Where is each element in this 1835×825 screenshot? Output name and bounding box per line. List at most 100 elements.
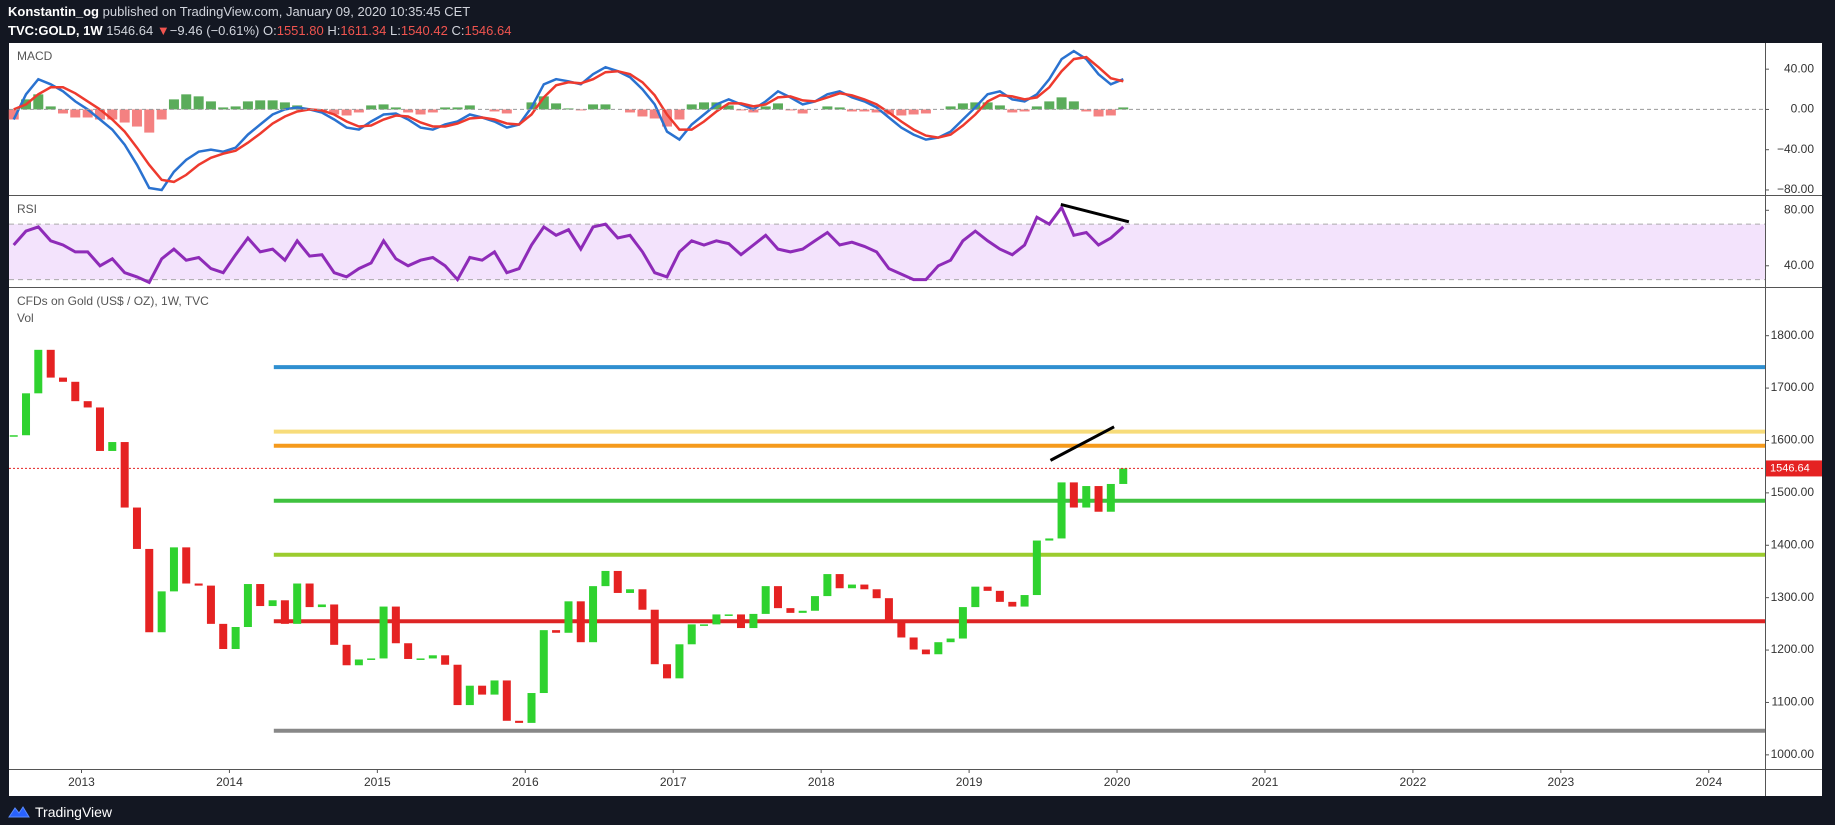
candle bbox=[564, 601, 573, 633]
candle bbox=[478, 685, 487, 695]
y-tick-label: 0.00 bbox=[1791, 102, 1815, 116]
histogram-bar bbox=[662, 109, 673, 127]
candle bbox=[305, 583, 314, 608]
candle bbox=[1045, 538, 1054, 541]
histogram-bar bbox=[760, 106, 771, 110]
candle bbox=[860, 584, 869, 590]
candle bbox=[367, 658, 376, 660]
candle bbox=[650, 609, 659, 665]
candle bbox=[995, 590, 1004, 602]
candle bbox=[95, 407, 104, 451]
histogram-bar bbox=[637, 109, 648, 117]
footer: TradingView bbox=[8, 804, 112, 820]
histogram-bar bbox=[440, 107, 451, 110]
candle bbox=[626, 589, 635, 593]
candle bbox=[330, 604, 339, 645]
histogram-bar bbox=[33, 94, 44, 110]
logo bbox=[8, 806, 30, 818]
y-tick-label: 1500.00 bbox=[1771, 485, 1815, 499]
candle bbox=[428, 655, 437, 659]
histogram-bar bbox=[119, 109, 130, 123]
last-price-box bbox=[1766, 460, 1822, 477]
histogram-bar bbox=[57, 109, 68, 114]
change: −9.46 (−0.61%) bbox=[169, 23, 260, 38]
x-tick-label: 2015 bbox=[364, 775, 391, 789]
histogram-bar bbox=[279, 102, 290, 110]
symbol: TVC:GOLD, 1W bbox=[8, 23, 103, 38]
histogram-bar bbox=[144, 109, 155, 133]
line bbox=[13, 55, 1124, 184]
panel-title: MACD bbox=[17, 49, 53, 63]
candle bbox=[256, 584, 265, 607]
x-tick-label: 2014 bbox=[216, 775, 243, 789]
open: 1551.80 bbox=[276, 23, 324, 38]
candle bbox=[872, 589, 881, 599]
price: 1546.64 bbox=[106, 23, 154, 38]
candle bbox=[921, 649, 930, 655]
candle bbox=[157, 591, 166, 633]
histogram-bar bbox=[181, 94, 192, 110]
histogram-bar bbox=[1031, 106, 1042, 110]
histogram-bar bbox=[1056, 97, 1067, 110]
high-label: H: bbox=[327, 23, 341, 38]
candle bbox=[786, 608, 795, 613]
panel-title: RSI bbox=[17, 202, 37, 216]
histogram-bar bbox=[785, 109, 796, 111]
candle bbox=[404, 643, 413, 659]
candle bbox=[884, 598, 893, 623]
candle bbox=[1057, 482, 1066, 539]
x-tick-label: 2023 bbox=[1547, 775, 1574, 789]
x-tick-label: 2021 bbox=[1252, 775, 1279, 789]
candle bbox=[712, 614, 721, 625]
candle bbox=[231, 627, 240, 650]
candle bbox=[601, 570, 610, 587]
low: 1540.42 bbox=[400, 23, 448, 38]
histogram-bar bbox=[452, 107, 463, 110]
close: 1546.64 bbox=[464, 23, 512, 38]
histogram-bar bbox=[575, 109, 586, 111]
candle bbox=[934, 642, 943, 655]
candle bbox=[194, 583, 203, 586]
histogram-bar bbox=[230, 106, 241, 110]
histogram-bar bbox=[699, 102, 710, 110]
arrow: ▼ bbox=[156, 23, 170, 38]
histogram-bar bbox=[1019, 109, 1030, 112]
header: Konstantin_og published on TradingView.c… bbox=[8, 2, 511, 40]
candle bbox=[108, 442, 117, 451]
candle bbox=[946, 638, 955, 643]
candle bbox=[1106, 483, 1115, 512]
y-tick-label: −80.00 bbox=[1777, 182, 1814, 196]
candle bbox=[219, 623, 228, 650]
histogram-bar bbox=[859, 109, 870, 112]
candle bbox=[441, 655, 450, 665]
candle bbox=[280, 600, 289, 624]
candle bbox=[773, 586, 782, 609]
histogram-bar bbox=[1007, 109, 1018, 113]
candle bbox=[502, 680, 511, 721]
header-line: TVC:GOLD, 1W 1546.64 ▼−9.46 (−0.61%) O:1… bbox=[8, 21, 511, 40]
candle bbox=[736, 614, 745, 629]
histogram-bar bbox=[501, 109, 512, 114]
histogram-bar bbox=[994, 105, 1005, 110]
histogram-bar bbox=[945, 106, 956, 110]
histogram-bar bbox=[896, 109, 907, 116]
histogram-bar bbox=[735, 109, 746, 111]
last-price-label: 1546.64 bbox=[1770, 462, 1810, 474]
candle bbox=[687, 624, 696, 645]
histogram-bar bbox=[242, 101, 253, 110]
candle bbox=[58, 377, 67, 382]
candle bbox=[182, 547, 191, 584]
candle bbox=[243, 584, 252, 628]
candle bbox=[675, 644, 684, 679]
candle bbox=[835, 574, 844, 589]
histogram-bar bbox=[8, 109, 19, 120]
panel-subtitle: Vol bbox=[17, 311, 34, 325]
rsi-band bbox=[9, 224, 1765, 280]
close-label: C: bbox=[451, 23, 465, 38]
candle bbox=[909, 637, 918, 650]
histogram-bar bbox=[1068, 101, 1079, 110]
candle bbox=[589, 586, 598, 643]
y-tick-label: 40.00 bbox=[1784, 258, 1814, 272]
published: published on TradingView.com, January 09… bbox=[102, 4, 471, 19]
candle bbox=[71, 381, 80, 402]
